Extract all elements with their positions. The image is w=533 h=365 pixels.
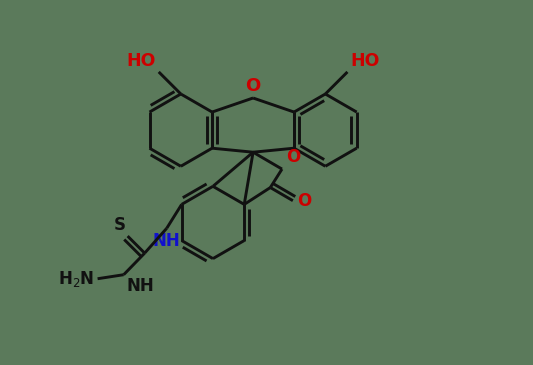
Text: HO: HO [350, 52, 379, 70]
Text: NH: NH [152, 232, 180, 250]
Text: O: O [246, 77, 261, 95]
Text: O: O [286, 148, 300, 166]
Text: HO: HO [126, 52, 156, 70]
Text: S: S [114, 216, 126, 234]
Text: H$_2$N: H$_2$N [58, 269, 94, 289]
Text: O: O [297, 192, 311, 210]
Text: NH: NH [127, 277, 155, 295]
